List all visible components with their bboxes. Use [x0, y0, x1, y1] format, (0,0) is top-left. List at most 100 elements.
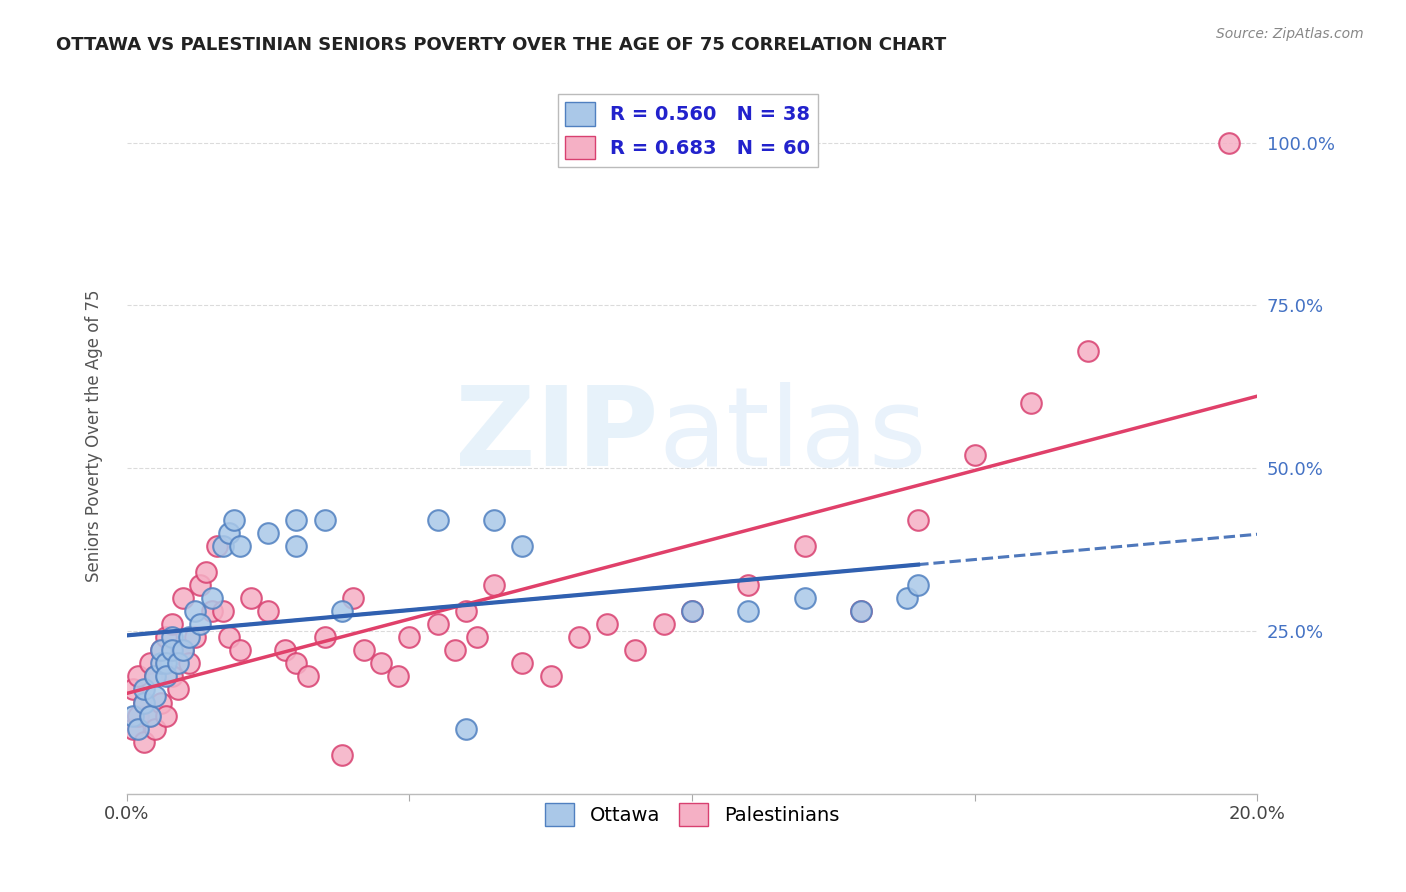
Point: [132, 696, 155, 710]
Point: [568, 631, 591, 645]
Point: [160, 669, 183, 683]
Legend: R = 0.560   N = 38, R = 0.683   N = 60: R = 0.560 N = 38, R = 0.683 N = 60: [558, 95, 818, 167]
Point: [737, 604, 759, 618]
Point: [190, 578, 212, 592]
Point: [387, 669, 409, 683]
Point: [681, 604, 703, 618]
Point: [127, 669, 149, 683]
Point: [138, 708, 160, 723]
Point: [398, 631, 420, 645]
Point: [183, 604, 205, 618]
Point: [155, 669, 177, 683]
Y-axis label: Seniors Poverty Over the Age of 75: Seniors Poverty Over the Age of 75: [86, 289, 103, 582]
Point: [482, 513, 505, 527]
Point: [737, 578, 759, 592]
Point: [274, 643, 297, 657]
Text: OTTAWA VS PALESTINIAN SENIORS POVERTY OVER THE AGE OF 75 CORRELATION CHART: OTTAWA VS PALESTINIAN SENIORS POVERTY OV…: [56, 36, 946, 54]
Point: [143, 689, 166, 703]
Point: [297, 669, 319, 683]
Point: [127, 708, 149, 723]
Point: [177, 631, 200, 645]
Text: Source: ZipAtlas.com: Source: ZipAtlas.com: [1216, 27, 1364, 41]
Point: [172, 643, 194, 657]
Point: [426, 617, 449, 632]
Point: [143, 669, 166, 683]
Point: [1076, 343, 1098, 358]
Point: [851, 604, 873, 618]
Point: [370, 657, 392, 671]
Point: [224, 513, 246, 527]
Point: [454, 604, 477, 618]
Point: [482, 578, 505, 592]
Point: [166, 657, 188, 671]
Point: [132, 682, 155, 697]
Point: [121, 708, 143, 723]
Point: [285, 539, 308, 553]
Point: [512, 539, 534, 553]
Point: [212, 604, 235, 618]
Point: [907, 513, 929, 527]
Point: [240, 591, 263, 606]
Point: [596, 617, 619, 632]
Point: [155, 708, 177, 723]
Point: [257, 604, 280, 618]
Point: [540, 669, 562, 683]
Point: [160, 631, 183, 645]
Point: [149, 696, 172, 710]
Point: [652, 617, 675, 632]
Point: [160, 617, 183, 632]
Point: [330, 604, 353, 618]
Point: [121, 722, 143, 736]
Point: [681, 604, 703, 618]
Point: [160, 643, 183, 657]
Point: [314, 631, 336, 645]
Point: [212, 539, 235, 553]
Point: [149, 643, 172, 657]
Point: [353, 643, 375, 657]
Point: [149, 657, 172, 671]
Point: [1218, 136, 1240, 150]
Point: [132, 734, 155, 748]
Point: [229, 643, 252, 657]
Point: [218, 631, 240, 645]
Point: [201, 604, 224, 618]
Point: [201, 591, 224, 606]
Point: [443, 643, 465, 657]
Point: [624, 643, 647, 657]
Point: [138, 708, 160, 723]
Point: [149, 643, 172, 657]
Point: [330, 747, 353, 762]
Point: [121, 682, 143, 697]
Point: [143, 669, 166, 683]
Point: [257, 526, 280, 541]
Point: [132, 696, 155, 710]
Point: [512, 657, 534, 671]
Text: atlas: atlas: [658, 382, 927, 489]
Point: [195, 566, 218, 580]
Text: ZIP: ZIP: [454, 382, 658, 489]
Point: [127, 722, 149, 736]
Point: [218, 526, 240, 541]
Point: [177, 657, 200, 671]
Point: [963, 448, 986, 462]
Point: [285, 657, 308, 671]
Point: [183, 631, 205, 645]
Point: [896, 591, 918, 606]
Point: [138, 657, 160, 671]
Point: [907, 578, 929, 592]
Point: [426, 513, 449, 527]
Point: [172, 591, 194, 606]
Point: [1019, 396, 1042, 410]
Point: [454, 722, 477, 736]
Point: [465, 631, 488, 645]
Point: [851, 604, 873, 618]
Point: [166, 682, 188, 697]
Point: [172, 643, 194, 657]
Point: [794, 591, 817, 606]
Point: [314, 513, 336, 527]
Point: [155, 631, 177, 645]
Point: [190, 617, 212, 632]
Point: [229, 539, 252, 553]
Point: [207, 539, 229, 553]
Point: [143, 722, 166, 736]
